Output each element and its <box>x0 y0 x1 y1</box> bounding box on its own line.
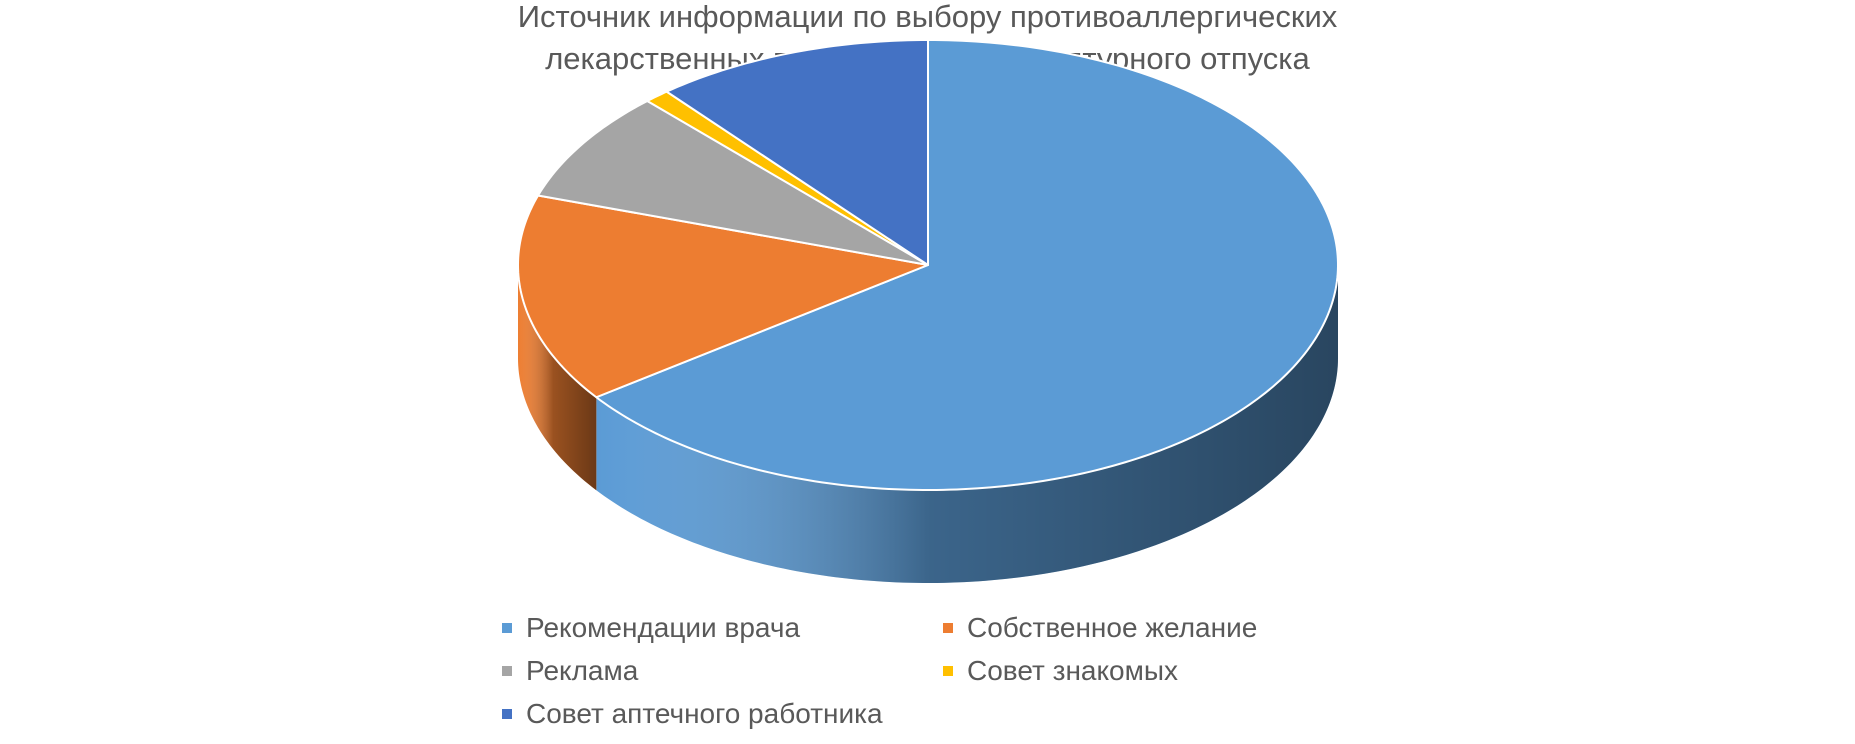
legend-label: Совет аптечного работника <box>526 698 883 729</box>
pie-slice-3 <box>646 90 929 266</box>
legend-swatch <box>502 709 512 719</box>
legend-swatch <box>943 666 953 676</box>
pie-side-shade-0 <box>596 265 1338 583</box>
legend-label: Собственное желание <box>967 612 1258 643</box>
pie-slice-0 <box>595 39 1339 491</box>
legend-swatch <box>502 623 512 633</box>
pie-slice-4 <box>665 39 929 266</box>
legend-label: Реклама <box>526 655 639 686</box>
legend-item: Собственное желание <box>943 612 1257 644</box>
legend-label: Совет знакомых <box>967 655 1178 686</box>
chart-title-line-1: Источник информации по выбору противоалл… <box>517 0 1338 34</box>
legend-item: Рекомендации врача <box>502 612 800 644</box>
legend-swatch <box>502 666 512 676</box>
legend-label: Рекомендации врача <box>526 612 801 643</box>
legend-swatch <box>943 623 953 633</box>
legend-item: Реклама <box>502 655 638 687</box>
legend-item: Совет знакомых <box>943 655 1178 687</box>
pie-side-shade-1 <box>518 265 597 491</box>
legend-item: Совет аптечного работника <box>502 698 883 730</box>
pie-slice-2 <box>537 99 929 266</box>
pie-slice-1 <box>517 194 929 399</box>
